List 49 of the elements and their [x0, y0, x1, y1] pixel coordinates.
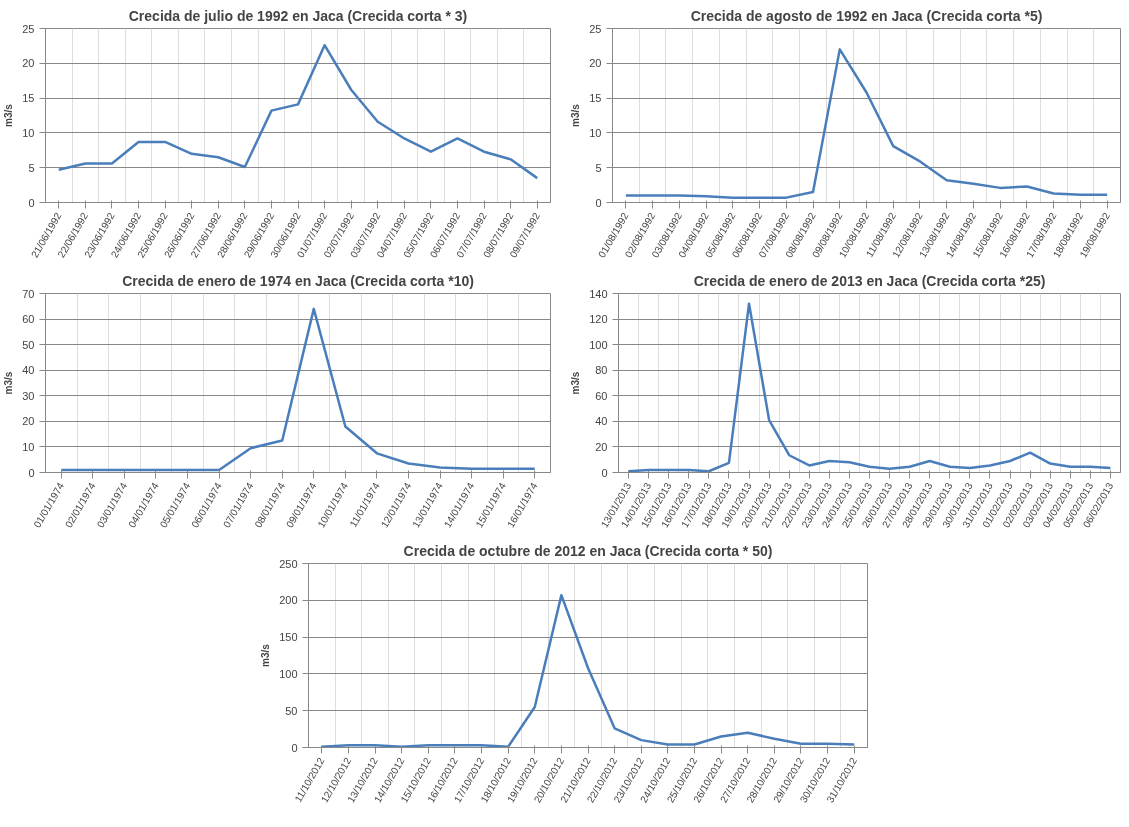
y-tick-label: 40	[22, 364, 35, 377]
y-tick-label: 40	[595, 415, 608, 428]
y-tick-label: 10	[22, 126, 35, 139]
line-series	[60, 307, 536, 472]
y-tick-label: 50	[22, 338, 35, 351]
y-tick-label: 20	[595, 440, 608, 453]
y-tick-label: 50	[285, 704, 298, 717]
y-axis-title: m3/s	[570, 371, 582, 395]
y-tick-label: 140	[589, 287, 608, 300]
y-tick-label: 70	[22, 287, 35, 300]
y-tick-label: 0	[595, 196, 602, 209]
y-tick-label: 120	[589, 313, 608, 326]
chart-title: Crecida de enero de 1974 en Jaca (Crecida corta *10)	[122, 272, 474, 289]
y-tick-label: 200	[279, 594, 298, 607]
y-tick-label: 60	[22, 313, 35, 326]
y-tick-label: 5	[595, 161, 602, 174]
y-tick-label: 250	[279, 557, 298, 570]
y-axis-title: m3/s	[3, 371, 15, 395]
y-tick-label: 100	[279, 667, 298, 680]
y-axis-title: m3/s	[3, 103, 15, 127]
chart-title: Crecida de octubre de 2012 en Jaca (Crecida corta * 50)	[403, 542, 773, 559]
y-tick-label: 0	[601, 466, 608, 479]
y-axis-title: m3/s	[260, 643, 272, 667]
y-tick-label: 20	[22, 57, 35, 70]
y-tick-label: 10	[22, 440, 35, 453]
y-tick-label: 0	[291, 741, 298, 754]
y-tick-label: 80	[595, 364, 608, 377]
line-series	[320, 593, 856, 748]
y-tick-label: 0	[28, 466, 35, 479]
y-tick-label: 150	[279, 631, 298, 644]
y-tick-label: 60	[595, 389, 608, 402]
line-series	[627, 302, 1112, 473]
y-tick-label: 25	[589, 22, 602, 35]
y-tick-label: 5	[28, 161, 35, 174]
y-tick-label: 0	[28, 196, 35, 209]
y-tick-label: 15	[22, 92, 35, 105]
y-tick-label: 10	[589, 126, 602, 139]
line-series	[57, 43, 539, 180]
y-tick-label: 100	[589, 338, 608, 351]
y-tick-label: 25	[22, 22, 35, 35]
y-tick-label: 20	[589, 57, 602, 70]
y-tick-label: 15	[589, 92, 602, 105]
chart-title: Crecida de julio de 1992 en Jaca (Crecida corta * 3)	[128, 7, 468, 24]
y-axis-title: m3/s	[570, 103, 582, 127]
line-series	[624, 48, 1109, 199]
y-tick-label: 20	[22, 415, 35, 428]
chart-title: Crecida de enero de 2013 en Jaca (Crecida corta *25)	[693, 272, 1046, 289]
y-tick-label: 30	[22, 389, 35, 402]
chart-title: Crecida de agosto de 1992 en Jaca (Crecida corta *5)	[690, 7, 1043, 24]
